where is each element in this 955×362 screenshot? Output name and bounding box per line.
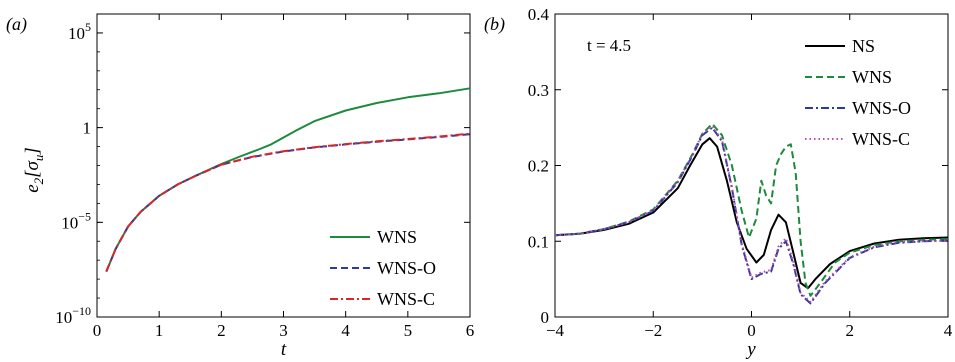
x-tick-label: 5 [404,321,413,340]
panel-a-ticks: 0 1 2 3 4 5 6 10−10 10−5 1 105 [55,13,475,340]
series-line-wns-c [105,132,471,272]
y-tick-label: 0.2 [528,157,549,176]
x-tick-label: 0 [93,321,102,340]
panel-b-legend: NS WNS WNS-O WNS-C [805,36,911,149]
legend-label: WNS [852,67,892,87]
legend-label: WNS-C [377,289,435,309]
y-tick-label: 0.4 [528,5,550,24]
legend-label: WNS [377,227,417,247]
panel-b-annotation: t = 4.5 [587,36,631,55]
x-tick-label: 2 [846,321,855,340]
x-tick-label: 2 [217,321,226,340]
panel-a-xlabel: t [281,339,287,360]
legend-label: WNS-C [852,129,910,149]
legend-label: WNS-O [377,258,436,278]
y-tick-label: 10−10 [55,304,91,327]
panel-b-label: (b) [484,14,505,35]
series-line-wns-c [554,125,949,303]
x-tick-label: 4 [944,321,953,340]
x-tick-label: 1 [155,321,164,340]
legend-label: NS [852,36,875,56]
x-tick-label: 0 [747,321,756,340]
panel-a-series [105,87,471,272]
x-tick-label: 6 [466,321,475,340]
panel-b-axes-frame [554,13,949,318]
y-tick-label: 105 [68,20,91,43]
y-tick-label: 10−5 [61,209,91,232]
y-tick-label: 0.3 [528,81,549,100]
x-tick-label: −4 [546,321,565,340]
series-line-wns [554,122,949,297]
panel-a-ylabel-text: e2[σu] [22,147,46,193]
series-line-wns-o [105,133,471,272]
y-tick-label: 1 [83,119,92,138]
series-line-ns [554,137,949,290]
y-tick-label: 0.1 [528,232,549,251]
panel-b-ticks: −4 −2 0 2 4 0 0.1 0.2 0.3 0.4 [528,5,953,340]
panel-b-series [554,122,949,305]
y-tick-label: 0 [541,308,550,327]
legend-label: WNS-O [852,98,911,118]
panel-a-legend: WNS WNS-O WNS-C [330,227,436,309]
panel-b-xlabel: y [745,339,756,360]
x-tick-label: 3 [279,321,288,340]
x-tick-label: 4 [341,321,350,340]
panel-a-label: (a) [6,14,27,35]
panel-b: (b) −4 −2 0 2 4 0 0.1 0.2 0.3 0.4 y t = 4.5 NS WNS… [484,5,953,360]
x-tick-label: −2 [644,321,662,340]
panel-a-ylabel: e2[σu] [22,147,46,193]
